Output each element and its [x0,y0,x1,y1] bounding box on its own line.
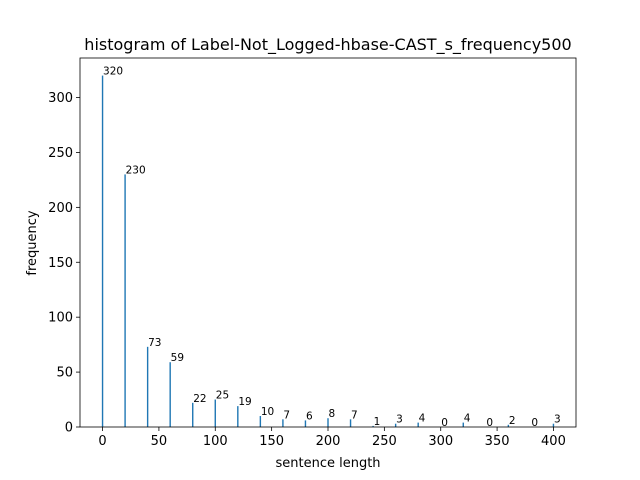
bar [462,422,464,427]
data-label: 7 [283,409,290,421]
bar [146,346,149,427]
x-axis-label: sentence length [275,456,380,471]
data-label: 8 [329,408,336,420]
data-label: 4 [464,413,471,425]
y-axis: 0 50 100 150 200 250 300 [48,91,80,436]
y-tick-label: 0 [65,421,73,436]
data-label: 25 [216,390,229,402]
chart-title: histogram of Label-Not_Logged-hbase-CAST… [84,35,571,55]
y-tick-label: 300 [48,91,73,106]
y-tick-label: 50 [56,366,73,381]
data-labels-group: 320 230 73 59 22 25 19 10 7 6 8 7 1 3 4 0 4 0 2 0 3 [103,66,561,429]
data-label: 10 [261,406,274,418]
plot-frame [79,57,577,428]
y-tick-label: 250 [48,146,73,161]
bars-group [101,75,555,427]
y-axis-label: frequency [25,210,40,276]
x-tick-label: 100 [203,434,228,449]
x-axis: 0 50 100 150 200 250 300 350 400 [98,427,566,449]
x-tick-label: 150 [259,434,284,449]
bar [169,362,171,427]
data-label: 230 [126,164,146,176]
x-tick-label: 50 [151,434,168,449]
bar [282,419,284,427]
bar [394,423,397,427]
bar [327,418,329,427]
data-label: 0 [531,417,538,429]
bar [417,422,419,427]
data-label: 3 [554,414,561,426]
data-label: 19 [238,396,251,408]
data-label: 6 [306,410,313,422]
y-tick-label: 200 [48,201,73,216]
bar [507,424,510,427]
data-label: 73 [148,337,161,349]
y-tick-label: 150 [48,256,73,271]
bar [259,416,262,427]
x-tick-label: 200 [316,434,341,449]
bar [101,75,104,427]
bar [552,423,555,427]
bar [237,406,239,427]
bar [349,419,352,427]
bar [372,425,374,427]
data-label: 0 [441,417,448,429]
x-tick-label: 350 [485,434,510,449]
bar [214,399,216,427]
data-label: 0 [486,417,493,429]
x-tick-label: 0 [98,434,106,449]
data-label: 320 [103,66,123,78]
data-label: 59 [171,352,184,364]
bar [192,402,194,427]
data-label: 22 [193,393,206,405]
bar [124,174,126,427]
data-label: 4 [419,413,426,425]
x-tick-label: 400 [541,434,566,449]
x-tick-label: 300 [428,434,453,449]
data-label: 3 [396,414,403,426]
bar [304,420,307,427]
data-label: 1 [374,416,381,428]
data-label: 7 [351,409,358,421]
y-tick-label: 100 [48,311,73,326]
data-label: 2 [509,415,516,427]
x-tick-label: 250 [372,434,397,449]
